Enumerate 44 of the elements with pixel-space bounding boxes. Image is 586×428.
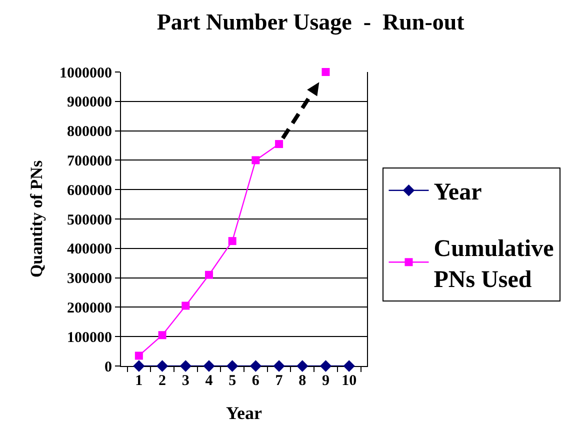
point: [275, 140, 284, 148]
point: [343, 360, 355, 372]
point: [182, 302, 190, 310]
y-tick-label: 1000000: [60, 65, 112, 82]
y-tick-label: 800000: [67, 124, 112, 140]
point: [252, 156, 260, 164]
y-axis-title: Quantity of PNs: [27, 160, 46, 278]
x-tick-label: 8: [298, 373, 306, 389]
point: [133, 360, 145, 372]
point: [296, 360, 308, 372]
x-tick-label: 4: [205, 373, 214, 389]
point: [156, 360, 168, 372]
point: [203, 360, 215, 372]
y-tick-label: 300000: [67, 271, 112, 288]
y-tick-label: 600000: [67, 182, 112, 199]
point: [204, 270, 213, 279]
x-tick-label: 10: [342, 373, 357, 389]
point: [273, 360, 285, 372]
x-tick-label: 6: [252, 373, 260, 389]
point: [158, 331, 166, 340]
x-tick-label: 2: [158, 373, 166, 389]
x-tick-label: 1: [135, 373, 143, 389]
point: [228, 237, 236, 246]
y-tick-label: 100000: [67, 330, 112, 346]
chart-title: Part Number Usage - Run-out: [156, 9, 465, 36]
x-tick-label: 5: [228, 373, 236, 389]
point: [250, 360, 262, 372]
x-axis-title: Year: [226, 403, 262, 424]
y-tick-label: 900000: [67, 94, 112, 111]
legend-label: Year: [434, 180, 482, 206]
point: [320, 360, 332, 372]
point: [322, 68, 330, 76]
y-tick-label: 500000: [67, 212, 112, 228]
legend-label: Cumulative PNs Used: [434, 236, 554, 294]
y-tick-label: 700000: [67, 153, 112, 170]
point: [180, 360, 192, 372]
y-tick-label: 200000: [67, 300, 112, 316]
x-tick-label: 7: [275, 373, 284, 389]
x-tick-label: 9: [322, 373, 330, 389]
y-tick-label: 400000: [67, 242, 112, 258]
point: [226, 360, 238, 372]
y-tick-label: 0: [104, 359, 112, 376]
point: [134, 352, 143, 360]
x-tick-label: 3: [182, 373, 190, 389]
